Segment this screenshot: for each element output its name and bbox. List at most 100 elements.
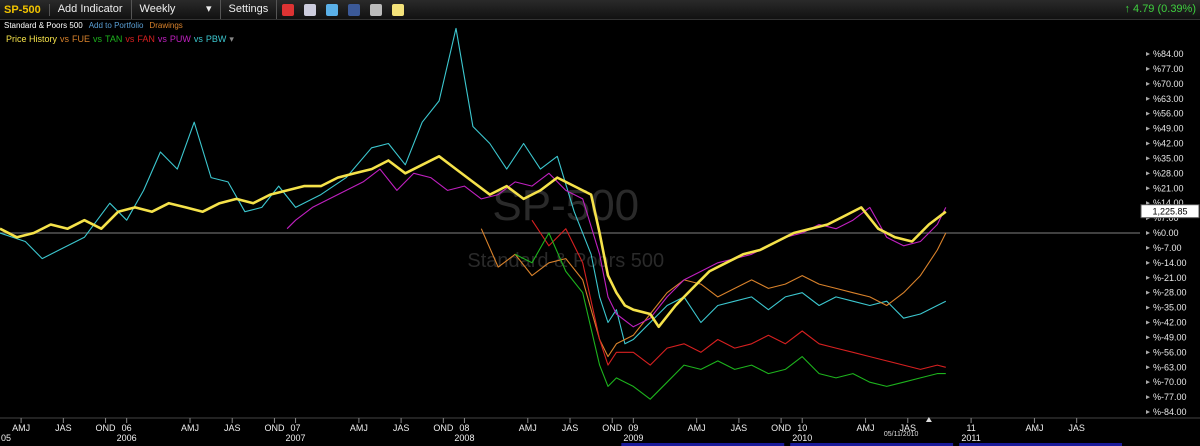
year-label: 2008	[454, 433, 474, 443]
chart-legend[interactable]: Price History vs FUE vs TAN vs FAN vs PUW vs PBW ▾	[6, 34, 237, 45]
facebook-icon[interactable]	[348, 3, 361, 16]
y-tick-label: %0.00	[1153, 228, 1179, 238]
y-tick-arrow-icon	[1146, 410, 1150, 414]
x-tick-label: 07	[291, 423, 301, 433]
year-label: 2010	[792, 433, 812, 443]
y-tick-label: %-70.00	[1153, 377, 1187, 387]
x-tick-label: JAS	[562, 423, 579, 433]
legend-item[interactable]: PUW	[169, 34, 191, 44]
add-to-portfolio-link[interactable]: Add to Portfolio	[88, 21, 144, 30]
legend-item[interactable]: vs	[93, 34, 103, 44]
x-tick-label: AMJ	[181, 423, 199, 433]
y-tick-arrow-icon	[1146, 245, 1150, 250]
y-tick-label: %-77.00	[1153, 392, 1187, 402]
x-tick-label: JAS	[224, 423, 241, 433]
legend-item[interactable]: vs	[60, 34, 70, 44]
change-indicator: ↑ 4.79 (0.39%)	[1124, 3, 1196, 15]
watermark-name: Standard & Poors 500	[467, 250, 664, 272]
camera-icon[interactable]	[370, 3, 383, 16]
year-label: 2007	[286, 433, 306, 443]
y-tick-label: %-56.00	[1153, 347, 1187, 357]
year-label: 2009	[623, 433, 643, 443]
clock-icon[interactable]	[282, 3, 295, 16]
instrument-name: Standard & Poors 500	[4, 21, 83, 30]
symbol-label[interactable]: SP-500	[0, 3, 50, 16]
y-tick-label: %-7.00	[1153, 243, 1182, 253]
year-label: 2011	[961, 433, 980, 443]
drawings-link[interactable]: Drawings	[149, 21, 183, 30]
x-tick-label: 08	[459, 423, 469, 433]
y-tick-label: %-35.00	[1153, 303, 1187, 313]
last-value-box	[1140, 204, 1200, 219]
x-tick-label: AMJ	[519, 423, 537, 433]
legend-item[interactable]: FUE	[72, 34, 91, 44]
x-tick-label: JAS	[900, 423, 917, 433]
y-tick-label: %77.00	[1153, 64, 1184, 74]
legend-item[interactable]: ▾	[229, 34, 234, 44]
y-tick-arrow-icon	[1146, 81, 1150, 86]
x-tick-label: 09	[628, 423, 638, 433]
y-tick-arrow-icon	[1146, 66, 1150, 71]
y-tick-arrow-icon	[1146, 231, 1150, 235]
y-tick-arrow-icon	[1146, 290, 1150, 295]
y-tick-label: %70.00	[1153, 79, 1184, 89]
legend-item[interactable]: vs	[193, 34, 203, 44]
x-tick-label: JAS	[1068, 423, 1085, 433]
series-line-tan	[514, 232, 946, 400]
change-value: 4.79 (0.39%)	[1133, 3, 1196, 15]
series-line-pbw	[0, 27, 947, 345]
legend-item[interactable]: TAN	[105, 34, 123, 44]
y-tick-arrow-icon	[1146, 335, 1150, 340]
y-tick-label: %-42.00	[1153, 318, 1187, 328]
note-icon[interactable]	[392, 3, 405, 16]
y-tick-arrow-icon	[1146, 260, 1150, 265]
year-band	[959, 443, 1122, 446]
date-marker-label: 05/11/2010	[884, 431, 919, 438]
year-label: 2006	[117, 433, 137, 443]
y-tick-label: %14.00	[1153, 198, 1184, 208]
y-tick-label: %28.00	[1153, 168, 1184, 178]
book-icon[interactable]	[304, 3, 317, 16]
last-value-label: 1,225.85	[1152, 207, 1187, 217]
legend-item[interactable]: Price History	[6, 34, 58, 44]
y-tick-label: %-28.00	[1153, 288, 1187, 298]
period-select[interactable]: Weekly ▾	[132, 0, 221, 19]
y-tick-arrow-icon	[1146, 52, 1150, 56]
settings-button[interactable]: Settings	[221, 0, 278, 19]
y-tick-arrow-icon	[1146, 201, 1150, 206]
period-value: Weekly	[139, 3, 176, 15]
x-tick-label: 06	[122, 423, 132, 433]
legend-item[interactable]: FAN	[137, 34, 155, 44]
legend-item[interactable]: vs	[125, 34, 135, 44]
x-tick-label: 05	[1, 433, 11, 443]
year-band	[621, 443, 785, 446]
y-tick-arrow-icon	[1146, 111, 1150, 116]
y-tick-label: %-14.00	[1153, 258, 1187, 268]
legend-item[interactable]: vs	[157, 34, 167, 44]
x-tick-label: 10	[797, 423, 807, 433]
series-line-puw	[286, 168, 947, 328]
twitter-icon[interactable]	[326, 3, 339, 16]
x-tick-label: JAS	[731, 423, 748, 433]
y-tick-arrow-icon	[1146, 320, 1150, 325]
sub-toolbar: Standard & Poors 500 Add to Portfolio Dr…	[4, 21, 183, 30]
y-tick-arrow-icon	[1146, 171, 1150, 176]
x-tick-label: OND	[771, 423, 792, 433]
watermark-symbol: SP-500	[492, 181, 639, 230]
series-line-fue	[480, 228, 947, 358]
y-tick-label: %56.00	[1153, 109, 1184, 119]
y-tick-label: %-21.00	[1153, 273, 1187, 283]
x-tick-label: AMJ	[857, 423, 875, 433]
y-tick-label: %35.00	[1153, 153, 1184, 163]
y-tick-label: %-63.00	[1153, 362, 1187, 372]
x-tick-label: JAS	[393, 423, 410, 433]
add-indicator-button[interactable]: Add Indicator	[50, 0, 132, 19]
legend-item[interactable]: PBW	[205, 34, 227, 44]
x-tick-label: OND	[264, 423, 285, 433]
x-tick-label: AMJ	[1025, 423, 1043, 433]
x-tick-label: OND	[433, 423, 454, 433]
y-tick-arrow-icon	[1146, 156, 1150, 161]
y-tick-arrow-icon	[1146, 305, 1150, 310]
x-tick-label: OND	[602, 423, 623, 433]
